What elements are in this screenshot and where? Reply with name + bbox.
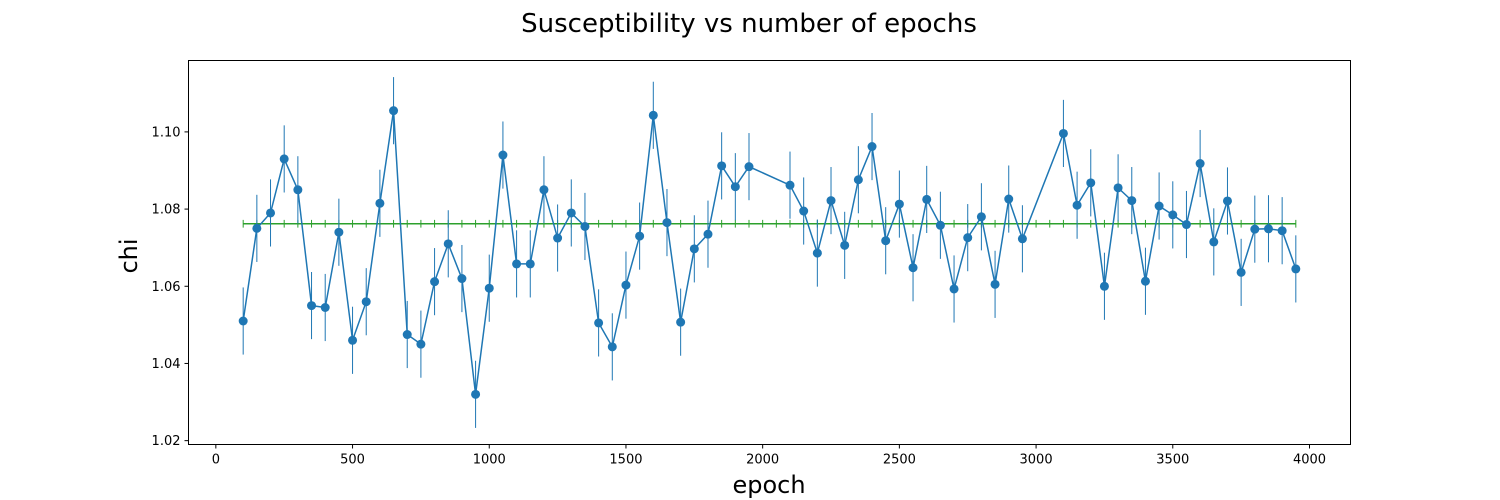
y-tick-label: 1.06 [152,280,181,295]
data-point [1263,224,1273,234]
data-point [1099,281,1109,291]
data-point [1168,210,1178,220]
chart-title: Susceptibility vs number of epochs [521,9,977,39]
data-point [990,279,1000,289]
data-point [320,302,330,312]
y-tick-label: 1.04 [152,357,181,372]
series-line [242,110,1297,395]
data-point [976,212,986,222]
data-point [580,221,590,231]
plot-frame [188,60,1351,445]
data-point [689,244,699,254]
data-point [1209,237,1219,247]
data-point [389,106,399,116]
data-point [648,110,658,120]
data-point [348,335,358,345]
data-point [1222,196,1232,206]
data-point [266,208,276,218]
data-point [676,317,686,327]
data-point [375,198,385,208]
data-point [1058,128,1068,138]
data-point [402,330,412,340]
x-axis-label: epoch [732,471,805,499]
data-point [1113,183,1123,193]
data-point [1250,224,1260,234]
data-point [922,194,932,204]
data-point [963,233,973,243]
data-point [539,185,549,195]
data-point [471,389,481,399]
data-point [1140,276,1150,286]
data-point [498,150,508,160]
data-point [717,161,727,171]
data-point [908,263,918,273]
data-point [894,199,904,209]
data-point [512,259,522,269]
data-point [840,240,850,250]
data-point [238,316,248,326]
data-point [252,223,262,233]
y-tick-label: 1.10 [152,125,181,140]
data-point [416,339,426,349]
data-point [307,301,317,311]
data-point [867,142,877,152]
data-point [1277,226,1287,236]
data-point [457,274,467,284]
data-point [635,231,645,241]
data-point [279,154,289,164]
y-tick-label: 1.02 [152,434,181,449]
data-point [1127,196,1137,206]
data-point [607,342,617,352]
data-point [703,229,713,239]
x-tick-label: 1000 [473,453,506,468]
data-point [799,206,809,216]
x-tick-label: 1500 [609,453,642,468]
x-tick-label: 2000 [746,453,779,468]
data-point [484,283,494,293]
data-point [785,180,795,190]
data-point [525,259,535,269]
data-point [853,175,863,185]
data-point [935,220,945,230]
x-tick-label: 500 [340,453,365,468]
plot-area [238,77,1301,428]
data-point [881,236,891,246]
data-point [1017,234,1027,244]
x-tick-label: 0 [212,453,220,468]
data-point [334,227,344,237]
data-point [1154,201,1164,211]
data-point [361,297,371,307]
data-point [1181,220,1191,230]
y-tick-label: 1.08 [152,203,181,218]
y-axis-label: chi [115,238,143,273]
data-point [430,277,440,287]
data-point [1072,200,1082,210]
data-point [293,185,303,195]
data-point [553,233,563,243]
data-point [730,182,740,192]
data-point [621,280,631,290]
data-point [1195,159,1205,169]
data-point [443,239,453,249]
data-point [812,248,822,258]
data-point [566,208,576,218]
x-tick-label: 4000 [1293,453,1326,468]
data-point [744,162,754,172]
data-point [1236,267,1246,277]
data-point [594,318,604,328]
data-point [1291,264,1301,274]
data-point [826,196,836,206]
x-tick-label: 3000 [1020,453,1053,468]
data-point [1004,194,1014,204]
data-point [1086,178,1096,188]
x-tick-label: 2500 [883,453,916,468]
x-tick-label: 3500 [1156,453,1189,468]
data-point [662,218,672,228]
data-point [949,284,959,294]
